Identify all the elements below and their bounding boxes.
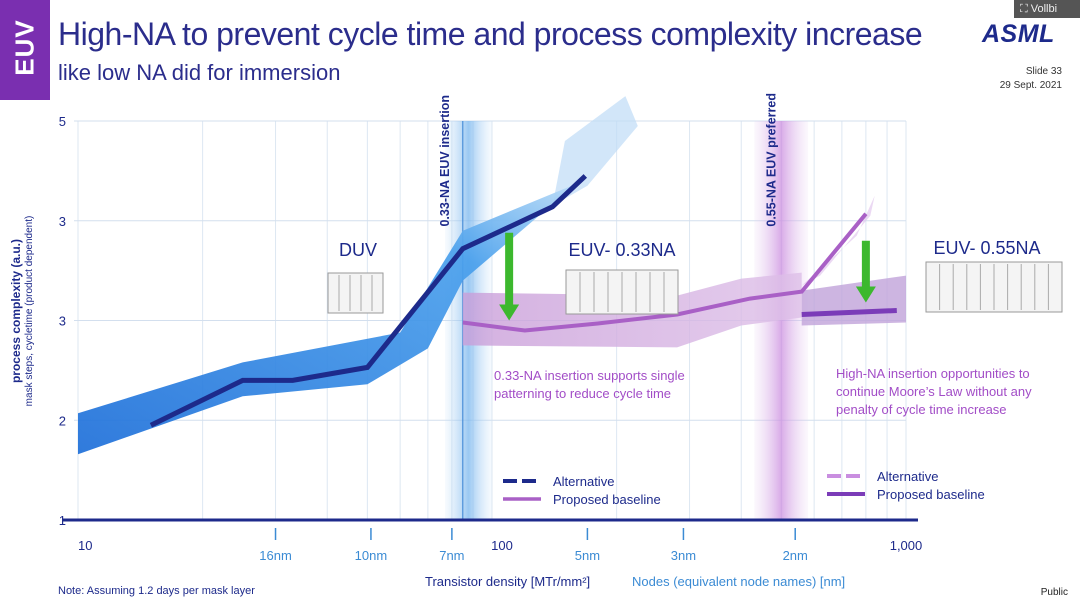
- x-tick-label: 100: [491, 538, 513, 553]
- region-label-euv033: 0.33-NA EUV insertion: [438, 95, 452, 227]
- euv055-band: [801, 275, 906, 326]
- band-label-euv055: EUV- 0.55NA: [933, 238, 1040, 258]
- node-tick-label: 2nm: [783, 548, 808, 563]
- asml-logo: ASML: [982, 20, 1055, 48]
- improvement-arrows: [499, 232, 876, 321]
- x-tick-label: 10: [78, 538, 92, 553]
- green-down-arrow: [499, 232, 520, 321]
- node-tick-label: 5nm: [575, 548, 600, 563]
- fullscreen-button[interactable]: ⛶ Vollbi: [1014, 0, 1080, 18]
- region-label-euv055: 0.55-NA EUV preferred: [765, 93, 779, 227]
- fullscreen-icon: ⛶: [1020, 3, 1028, 15]
- duv-line: [149, 174, 588, 428]
- node-tick-label: 7nm: [439, 548, 464, 563]
- annotation-euv033-line2: patterning to reduce cycle time: [494, 386, 671, 401]
- band-label-duv: DUV: [339, 240, 377, 260]
- slide-date: 29 Sept. 2021: [999, 80, 1062, 91]
- band-label-euv033: EUV- 0.33NA: [568, 240, 675, 260]
- y-tick-label: 3: [59, 214, 66, 229]
- slide-subtitle: like low NA did for immersion: [58, 60, 341, 85]
- tool-body: [327, 272, 384, 314]
- node-tick-label: 16nm: [259, 548, 292, 563]
- y-tick-label: 3: [59, 314, 66, 329]
- legend-label: Alternative: [877, 469, 938, 484]
- x-axis-secondary-label: Nodes (equivalent node names) [nm]: [632, 574, 846, 589]
- duv-band: [78, 183, 577, 455]
- slide-title: High-NA to prevent cycle time and proces…: [58, 16, 923, 52]
- annotation-euv055-line2: continue Moore’s Law without any: [836, 384, 1032, 399]
- euv033-tool-icon: [565, 269, 679, 315]
- legend-label: Alternative: [553, 474, 614, 489]
- chart-axes: 1 2 3 3 5 10 100 1,000 16nm 10nm 7nm 5nm 3nm 2nm: [59, 114, 923, 563]
- x-tick-label: 1,000: [890, 538, 923, 553]
- green-down-arrow: [855, 240, 876, 303]
- duv-band-fade: [552, 96, 638, 206]
- chart-labels: DUV EUV- 0.33NA EUV- 0.55NA 0.33-NA inserti…: [339, 238, 1041, 417]
- y-axis-subtitle: mask steps, cycletime (product dependent…: [24, 215, 35, 407]
- slide-number: Slide 33: [1025, 66, 1062, 77]
- fullscreen-label: Vollbi: [1030, 3, 1058, 15]
- y-axis-title: process complexity (a.u.): [9, 238, 23, 384]
- euv055-line: [801, 308, 897, 317]
- y-axis-label: process complexity (a.u.) mask steps, cy…: [9, 166, 36, 456]
- euv055-tool-icon: [925, 261, 1063, 313]
- node-tick-label: 3nm: [671, 548, 696, 563]
- footnote: Note: Assuming 1.2 days per mask layer: [58, 585, 255, 597]
- classification-label: Public: [1040, 587, 1068, 598]
- euv-section-tab: EUV: [0, 0, 50, 100]
- duv-tool-icon: [327, 272, 384, 314]
- annotation-euv055-line3: penalty of cycle time increase: [836, 402, 1007, 417]
- y-tick-label: 5: [59, 114, 66, 129]
- x-axis-label: Transistor density [MTr/mm²]: [425, 574, 591, 589]
- tool-icons: [327, 261, 1063, 315]
- legend-label: Proposed baseline: [877, 487, 985, 502]
- node-tick-label: 10nm: [355, 548, 388, 563]
- y-tick-label: 1: [59, 513, 66, 528]
- chart-legends: Alternative Proposed baseline Alternative P…: [503, 469, 985, 507]
- annotation-euv055-line1: High-NA insertion opportunities to: [836, 366, 1030, 381]
- y-tick-label: 2: [59, 413, 66, 428]
- legend-label: Proposed baseline: [553, 492, 661, 507]
- annotation-euv033-line1: 0.33-NA insertion supports single: [494, 368, 685, 383]
